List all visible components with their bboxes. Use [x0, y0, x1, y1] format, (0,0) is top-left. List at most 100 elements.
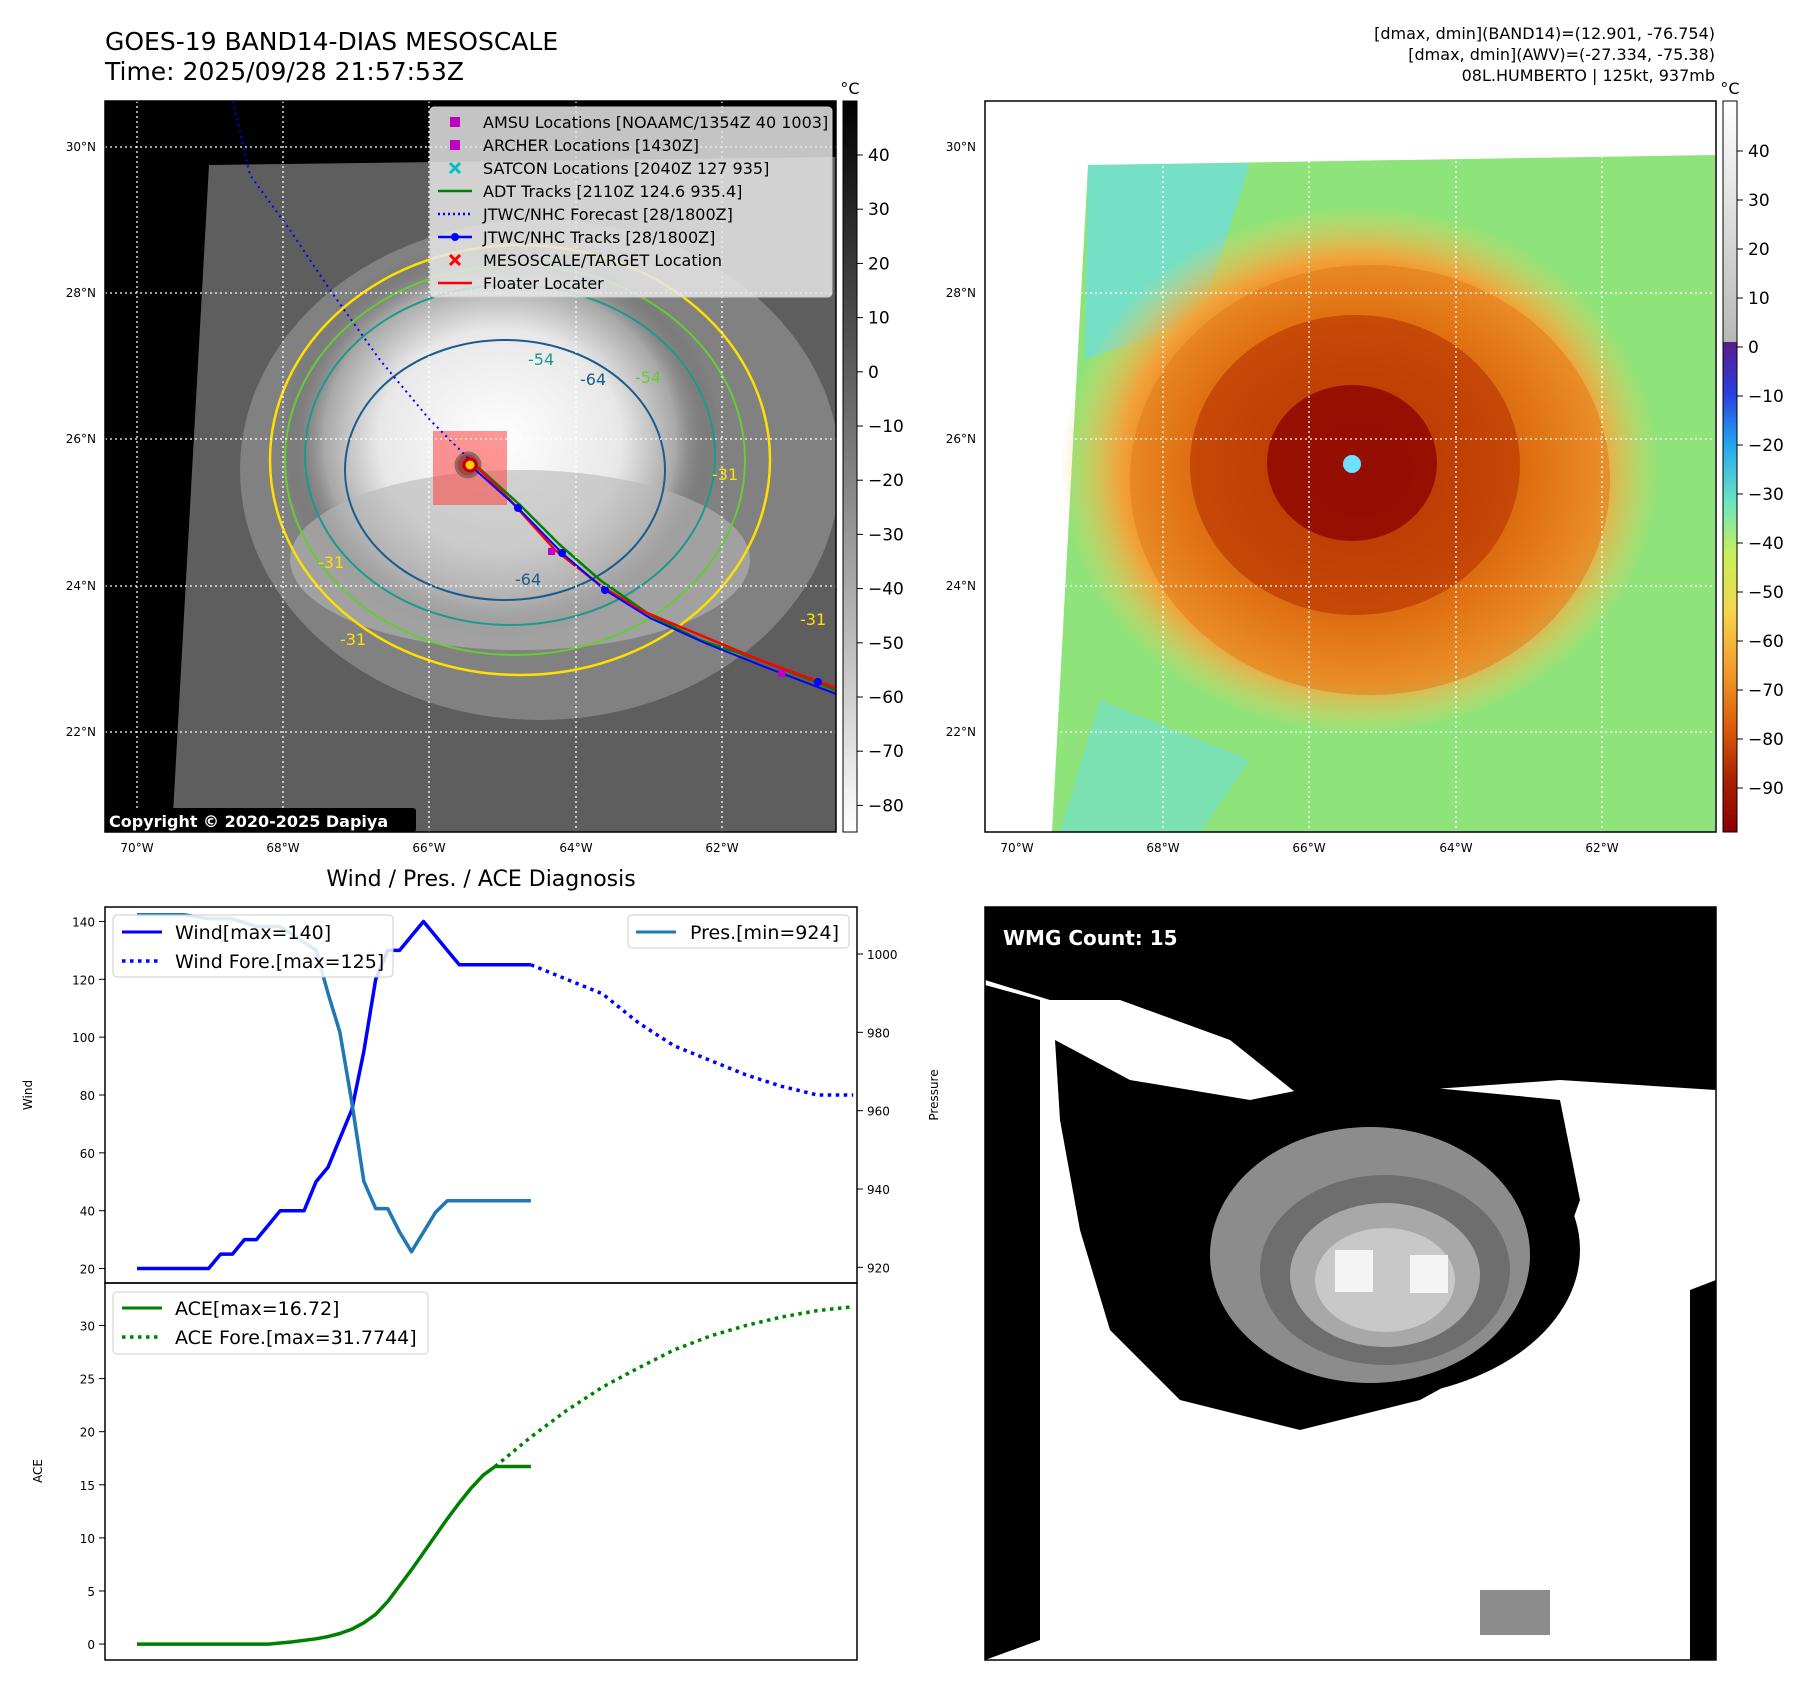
- archer-marker: [778, 670, 785, 677]
- ace-ytick-label: 0: [87, 1638, 95, 1652]
- ace-axis-label: ACE: [31, 1459, 45, 1483]
- colorbar-tick-label: −90: [1748, 779, 1784, 799]
- awv-gridlines: [985, 101, 1716, 832]
- colorbar-tick-label: 10: [1748, 289, 1770, 309]
- awv-colorbar: [1722, 100, 1738, 833]
- legend-label: ARCHER Locations [1430Z]: [483, 136, 699, 155]
- colorbar-tick-label: 10: [868, 309, 890, 329]
- lat-label: 28°N: [66, 286, 96, 300]
- ace-legend: ACE[max=16.72] ACE Fore.[max=31.7744]: [112, 1291, 429, 1355]
- wmg-frame: [984, 906, 1717, 1661]
- storm-info: 08L.HUMBERTO | 125kt, 937mb: [1462, 66, 1715, 85]
- copyright-badge: [105, 808, 416, 832]
- colorbar-tick-label: 0: [868, 363, 879, 383]
- wind-ytick-label: 140: [72, 915, 95, 929]
- awv-lon-labels: 70°W 68°W 66°W 64°W 62°W: [1000, 841, 1618, 855]
- colorbar-tick-label: 30: [868, 200, 890, 220]
- colorbar-tick-label: −60: [1748, 632, 1784, 652]
- lat-label: 28°N: [946, 286, 976, 300]
- jtwc-track: [469, 464, 836, 695]
- target-marker: [462, 457, 478, 473]
- awv-panel: 30°N 28°N 26°N 24°N 22°N 70°W 68°W 66°W …: [946, 79, 1784, 855]
- legend-dot-marker: [451, 233, 459, 241]
- wind-ytick-label: 40: [80, 1205, 95, 1219]
- colorbar-tick-label: −60: [868, 688, 904, 708]
- lon-label: 62°W: [705, 841, 738, 855]
- legend-label: AMSU Locations [NOAAMC/1354Z 40 1003]: [483, 113, 828, 132]
- colorbar-tick-label: −50: [868, 634, 904, 654]
- colorbar-tick-label: −20: [868, 471, 904, 491]
- legend-square-marker: [450, 140, 460, 150]
- contour-64: [344, 339, 666, 601]
- lat-label: 22°N: [946, 725, 976, 739]
- wind-ytick-label: 20: [80, 1263, 95, 1277]
- colorbar-tick-label: −40: [1748, 534, 1784, 554]
- legend-label: Floater Locater: [483, 274, 604, 293]
- contour-label: -64: [515, 570, 541, 589]
- colorbar-tick-label: 0: [1748, 338, 1759, 358]
- colorbar-tick-label: −80: [1748, 730, 1784, 750]
- figure-timestamp: Time: 2025/09/28 21:57:53Z: [104, 57, 464, 86]
- pressure-ytick-label: 940: [867, 1183, 890, 1197]
- ace-ytick-label: 15: [80, 1479, 95, 1493]
- lat-label: 30°N: [946, 140, 976, 154]
- wind-ytick-label: 120: [72, 973, 95, 987]
- ace-ytick-label: 25: [80, 1373, 95, 1387]
- ace-ytick-label: 20: [80, 1426, 95, 1440]
- figure-title: GOES-19 BAND14-DIAS MESOSCALE: [105, 27, 558, 56]
- colorbar-tick-label: −30: [868, 525, 904, 545]
- pressure-legend: Pres.[min=924]: [627, 914, 850, 949]
- legend-x-marker: [448, 253, 462, 267]
- contour-label: -31: [800, 610, 826, 629]
- lon-label: 64°W: [1439, 841, 1472, 855]
- colorbar-tick-label: −10: [1748, 387, 1784, 407]
- legend-label: JTWC/NHC Forecast [28/1800Z]: [482, 205, 733, 224]
- colorbar-tick-label: −50: [1748, 583, 1784, 603]
- awv-colorbar-ticks: 40 30 20 10 0 −10 −20 −30 −40 −50 −60 −70 −80 −90: [1737, 142, 1784, 799]
- wmg-badge: [995, 921, 1191, 953]
- colorbar-tick-label: −70: [868, 742, 904, 762]
- contour-labels: -54 -64 -54 -31 -64 -31 -31 -31: [318, 350, 826, 649]
- amsu-marker: [548, 548, 555, 555]
- legend-wind: Wind[max=140]: [175, 922, 331, 944]
- lat-label: 22°N: [66, 725, 96, 739]
- lat-label: 30°N: [66, 140, 96, 154]
- contour-label: -31: [318, 553, 344, 572]
- band14-range: [dmax, dmin](BAND14)=(12.901, -76.754): [1374, 24, 1715, 43]
- ace-forecast-line: [493, 1304, 854, 1468]
- wind-ytick-label: 60: [80, 1147, 95, 1161]
- contour-label: -54: [528, 350, 554, 369]
- wind-pressure-chart: 20 40 60 80 100 120 140 920 940 960 980 1000 Wind P…: [21, 906, 941, 1284]
- pressure-ytick-label: 960: [867, 1105, 890, 1119]
- awv-range: [dmax, dmin](AWV)=(-27.334, -75.38): [1408, 45, 1715, 64]
- legend-square-marker: [450, 117, 460, 127]
- colorbar-tick-label: 30: [1748, 191, 1770, 211]
- lon-label: 70°W: [1000, 841, 1033, 855]
- contour-label: -64: [580, 370, 606, 389]
- ir-frame: [104, 100, 837, 833]
- copyright-text: Copyright © 2020-2025 Dapiya: [109, 812, 388, 831]
- pressure-ytick-label: 920: [867, 1261, 890, 1275]
- chart-title: Wind / Pres. / ACE Diagnosis: [326, 867, 635, 892]
- wind-axis-label: Wind: [21, 1080, 35, 1110]
- awv-colorbar-units: °C: [1720, 79, 1739, 98]
- ace-axes-frame: [104, 1282, 858, 1661]
- colorbar-tick-label: 20: [868, 254, 890, 274]
- colorbar-tick-label: −40: [868, 580, 904, 600]
- wind-ytick-label: 80: [80, 1089, 95, 1103]
- ir-colorbar-ticks: 40 30 20 10 0 −10 −20 −30 −40 −50 −60 −70 −80: [857, 146, 904, 816]
- lat-label: 24°N: [66, 579, 96, 593]
- lon-label: 70°W: [120, 841, 153, 855]
- colorbar-tick-label: 20: [1748, 240, 1770, 260]
- lon-label: 68°W: [266, 841, 299, 855]
- colorbar-tick-label: −20: [1748, 436, 1784, 456]
- forecast-track: [232, 101, 471, 461]
- ace-ytick-label: 10: [80, 1532, 95, 1546]
- pressure-axis-label: Pressure: [927, 1069, 941, 1120]
- colorbar-tick-label: 40: [1748, 142, 1770, 162]
- ace-ytick-label: 30: [80, 1319, 95, 1333]
- ir-colorbar-units: °C: [840, 79, 859, 98]
- legend-ace: ACE[max=16.72]: [175, 1298, 339, 1320]
- awv-lat-labels: 30°N 28°N 26°N 24°N 22°N: [946, 140, 976, 739]
